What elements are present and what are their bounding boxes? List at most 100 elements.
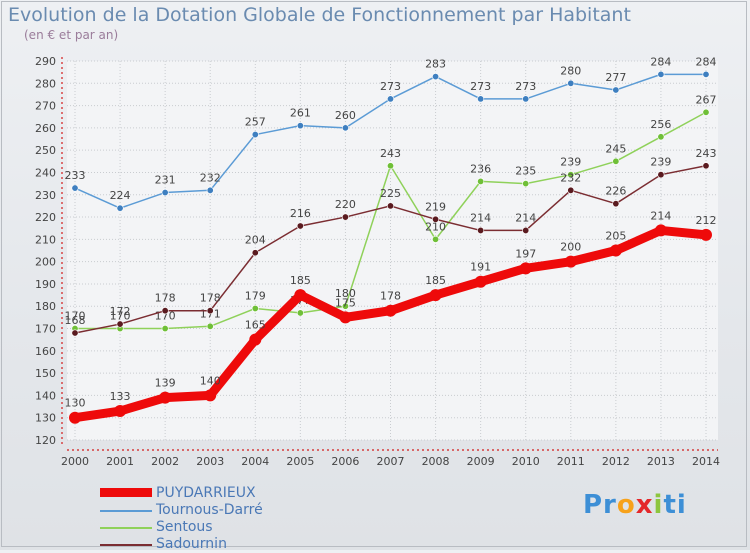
data-point-sadournin: [71, 329, 79, 337]
data-point-sadournin: [432, 215, 440, 223]
data-label-sadournin: 214: [470, 211, 491, 224]
data-label-sentous: 170: [65, 310, 86, 323]
data-point-tournous-darr-: [702, 70, 710, 78]
data-point-sentous: [206, 322, 214, 330]
y-tick-label: 170: [35, 323, 56, 336]
data-point-sentous: [161, 325, 169, 333]
data-label-tournous-darr-: 284: [696, 55, 717, 68]
y-tick-label: 270: [35, 100, 56, 113]
data-point-sentous: [477, 177, 485, 185]
data-label-puydarrieux: 197: [515, 247, 536, 260]
data-point-sadournin: [567, 186, 575, 194]
data-point-puydarrieux: [249, 333, 262, 346]
legend-item-puydarrieux: PUYDARRIEUX: [100, 485, 360, 502]
x-tick-label: 2006: [331, 455, 359, 468]
data-point-puydarrieux: [654, 224, 667, 237]
data-label-sadournin: 178: [155, 292, 176, 305]
data-label-puydarrieux: 214: [650, 209, 671, 222]
y-tick-label: 180: [35, 300, 56, 313]
data-label-sentous: 256: [650, 118, 671, 131]
data-label-sadournin: 168: [65, 314, 86, 327]
data-label-sadournin: 243: [696, 147, 717, 160]
data-point-tournous-darr-: [522, 95, 530, 103]
data-label-sadournin: 232: [560, 171, 581, 184]
data-point-sadournin: [161, 307, 169, 315]
data-point-sentous: [612, 157, 620, 165]
data-point-sentous: [657, 133, 665, 141]
data-label-puydarrieux: 212: [696, 214, 717, 227]
x-tick-label: 2007: [377, 455, 405, 468]
data-point-sadournin: [341, 213, 349, 221]
data-point-sadournin: [522, 226, 530, 234]
data-point-sentous: [341, 302, 349, 310]
data-label-sadournin: 225: [380, 187, 401, 200]
data-label-puydarrieux: 175: [335, 296, 356, 309]
y-tick-label: 230: [35, 189, 56, 202]
data-point-tournous-darr-: [206, 186, 214, 194]
legend-label-sentous: Sentous: [156, 519, 213, 535]
y-tick-label: 290: [35, 55, 56, 68]
data-point-tournous-darr-: [657, 70, 665, 78]
chart-subtitle: (en € et par an): [24, 28, 119, 42]
chart-title: Evolution de la Dotation Globale de Fonc…: [8, 4, 631, 26]
data-point-sadournin: [702, 162, 710, 170]
data-label-sentous: 210: [425, 220, 446, 233]
legend-swatch-puydarrieux: [100, 488, 152, 497]
legend-swatch-tournous-darre: [100, 510, 152, 512]
data-point-tournous-darr-: [341, 124, 349, 132]
data-point-puydarrieux: [700, 228, 712, 241]
x-tick-label: 2012: [602, 455, 630, 468]
data-label-puydarrieux: 191: [470, 261, 491, 274]
data-point-sentous: [567, 171, 575, 179]
x-tick-label: 2005: [286, 455, 314, 468]
data-label-sentous: 236: [470, 162, 491, 175]
proxiti-logo: Proxiti: [583, 490, 687, 520]
data-label-sentous: 180: [335, 287, 356, 300]
y-tick-label: 250: [35, 144, 56, 157]
data-label-sadournin: 239: [650, 156, 671, 169]
y-tick-label: 210: [35, 233, 56, 246]
data-point-sentous: [522, 180, 530, 188]
data-label-sentous: 239: [560, 156, 581, 169]
data-point-puydarrieux: [384, 304, 397, 317]
x-tick-label: 2000: [61, 455, 89, 468]
legend-label-sadournin: Sadournin: [156, 536, 227, 552]
data-point-tournous-darr-: [116, 204, 124, 212]
data-label-tournous-darr-: 273: [470, 80, 491, 93]
data-point-tournous-darr-: [296, 122, 304, 130]
data-label-sentous: 235: [515, 165, 536, 178]
data-label-puydarrieux: 133: [110, 390, 131, 403]
x-tick-label: 2004: [241, 455, 269, 468]
data-point-puydarrieux: [69, 411, 81, 424]
x-tick-label: 2001: [106, 455, 134, 468]
data-label-tournous-darr-: 257: [245, 116, 266, 129]
x-tick-label: 2009: [467, 455, 495, 468]
data-label-puydarrieux: 178: [380, 290, 401, 303]
data-label-sentous: 170: [110, 310, 131, 323]
data-point-tournous-darr-: [71, 184, 79, 192]
data-point-sentous: [432, 235, 440, 243]
data-label-tournous-darr-: 233: [65, 169, 86, 182]
data-label-puydarrieux: 185: [290, 274, 311, 287]
data-label-sentous: 243: [380, 147, 401, 160]
data-label-puydarrieux: 139: [155, 377, 176, 390]
data-point-sadournin: [477, 226, 485, 234]
data-label-sentous: 179: [245, 289, 266, 302]
legend: PUYDARRIEUX Tournous-Darré Sentous Sadou…: [100, 485, 360, 553]
data-label-puydarrieux: 185: [425, 274, 446, 287]
legend-swatch-sadournin: [100, 544, 152, 546]
data-label-sentous: 245: [605, 142, 626, 155]
data-point-sentous: [251, 304, 259, 312]
data-point-puydarrieux: [429, 289, 442, 302]
y-tick-label: 200: [35, 256, 56, 269]
data-label-sadournin: 220: [335, 198, 356, 211]
data-point-sadournin: [251, 249, 259, 257]
data-point-sadournin: [612, 200, 620, 208]
data-label-puydarrieux: 200: [560, 241, 581, 254]
data-label-sentous: 267: [696, 93, 717, 106]
y-tick-label: 260: [35, 122, 56, 135]
data-label-puydarrieux: 205: [605, 230, 626, 243]
y-tick-label: 150: [35, 367, 56, 380]
x-tick-label: 2013: [647, 455, 675, 468]
data-label-tournous-darr-: 260: [335, 109, 356, 122]
